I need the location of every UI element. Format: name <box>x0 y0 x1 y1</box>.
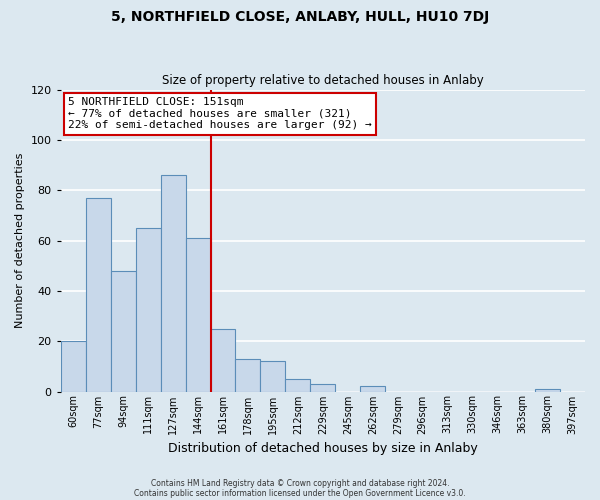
Y-axis label: Number of detached properties: Number of detached properties <box>15 153 25 328</box>
Text: 5 NORTHFIELD CLOSE: 151sqm
← 77% of detached houses are smaller (321)
22% of sem: 5 NORTHFIELD CLOSE: 151sqm ← 77% of deta… <box>68 97 372 130</box>
Bar <box>535 389 560 392</box>
Bar <box>110 270 136 392</box>
Bar <box>61 341 86 392</box>
Text: Contains HM Land Registry data © Crown copyright and database right 2024.: Contains HM Land Registry data © Crown c… <box>151 478 449 488</box>
Bar <box>86 198 110 392</box>
Bar <box>211 328 235 392</box>
Bar <box>185 238 211 392</box>
Text: Contains public sector information licensed under the Open Government Licence v3: Contains public sector information licen… <box>134 488 466 498</box>
X-axis label: Distribution of detached houses by size in Anlaby: Distribution of detached houses by size … <box>168 442 478 455</box>
Text: 5, NORTHFIELD CLOSE, ANLABY, HULL, HU10 7DJ: 5, NORTHFIELD CLOSE, ANLABY, HULL, HU10 … <box>111 10 489 24</box>
Title: Size of property relative to detached houses in Anlaby: Size of property relative to detached ho… <box>162 74 484 87</box>
Bar <box>286 379 310 392</box>
Bar <box>260 362 286 392</box>
Bar <box>161 175 185 392</box>
Bar <box>310 384 335 392</box>
Bar <box>235 359 260 392</box>
Bar <box>361 386 385 392</box>
Bar <box>136 228 161 392</box>
